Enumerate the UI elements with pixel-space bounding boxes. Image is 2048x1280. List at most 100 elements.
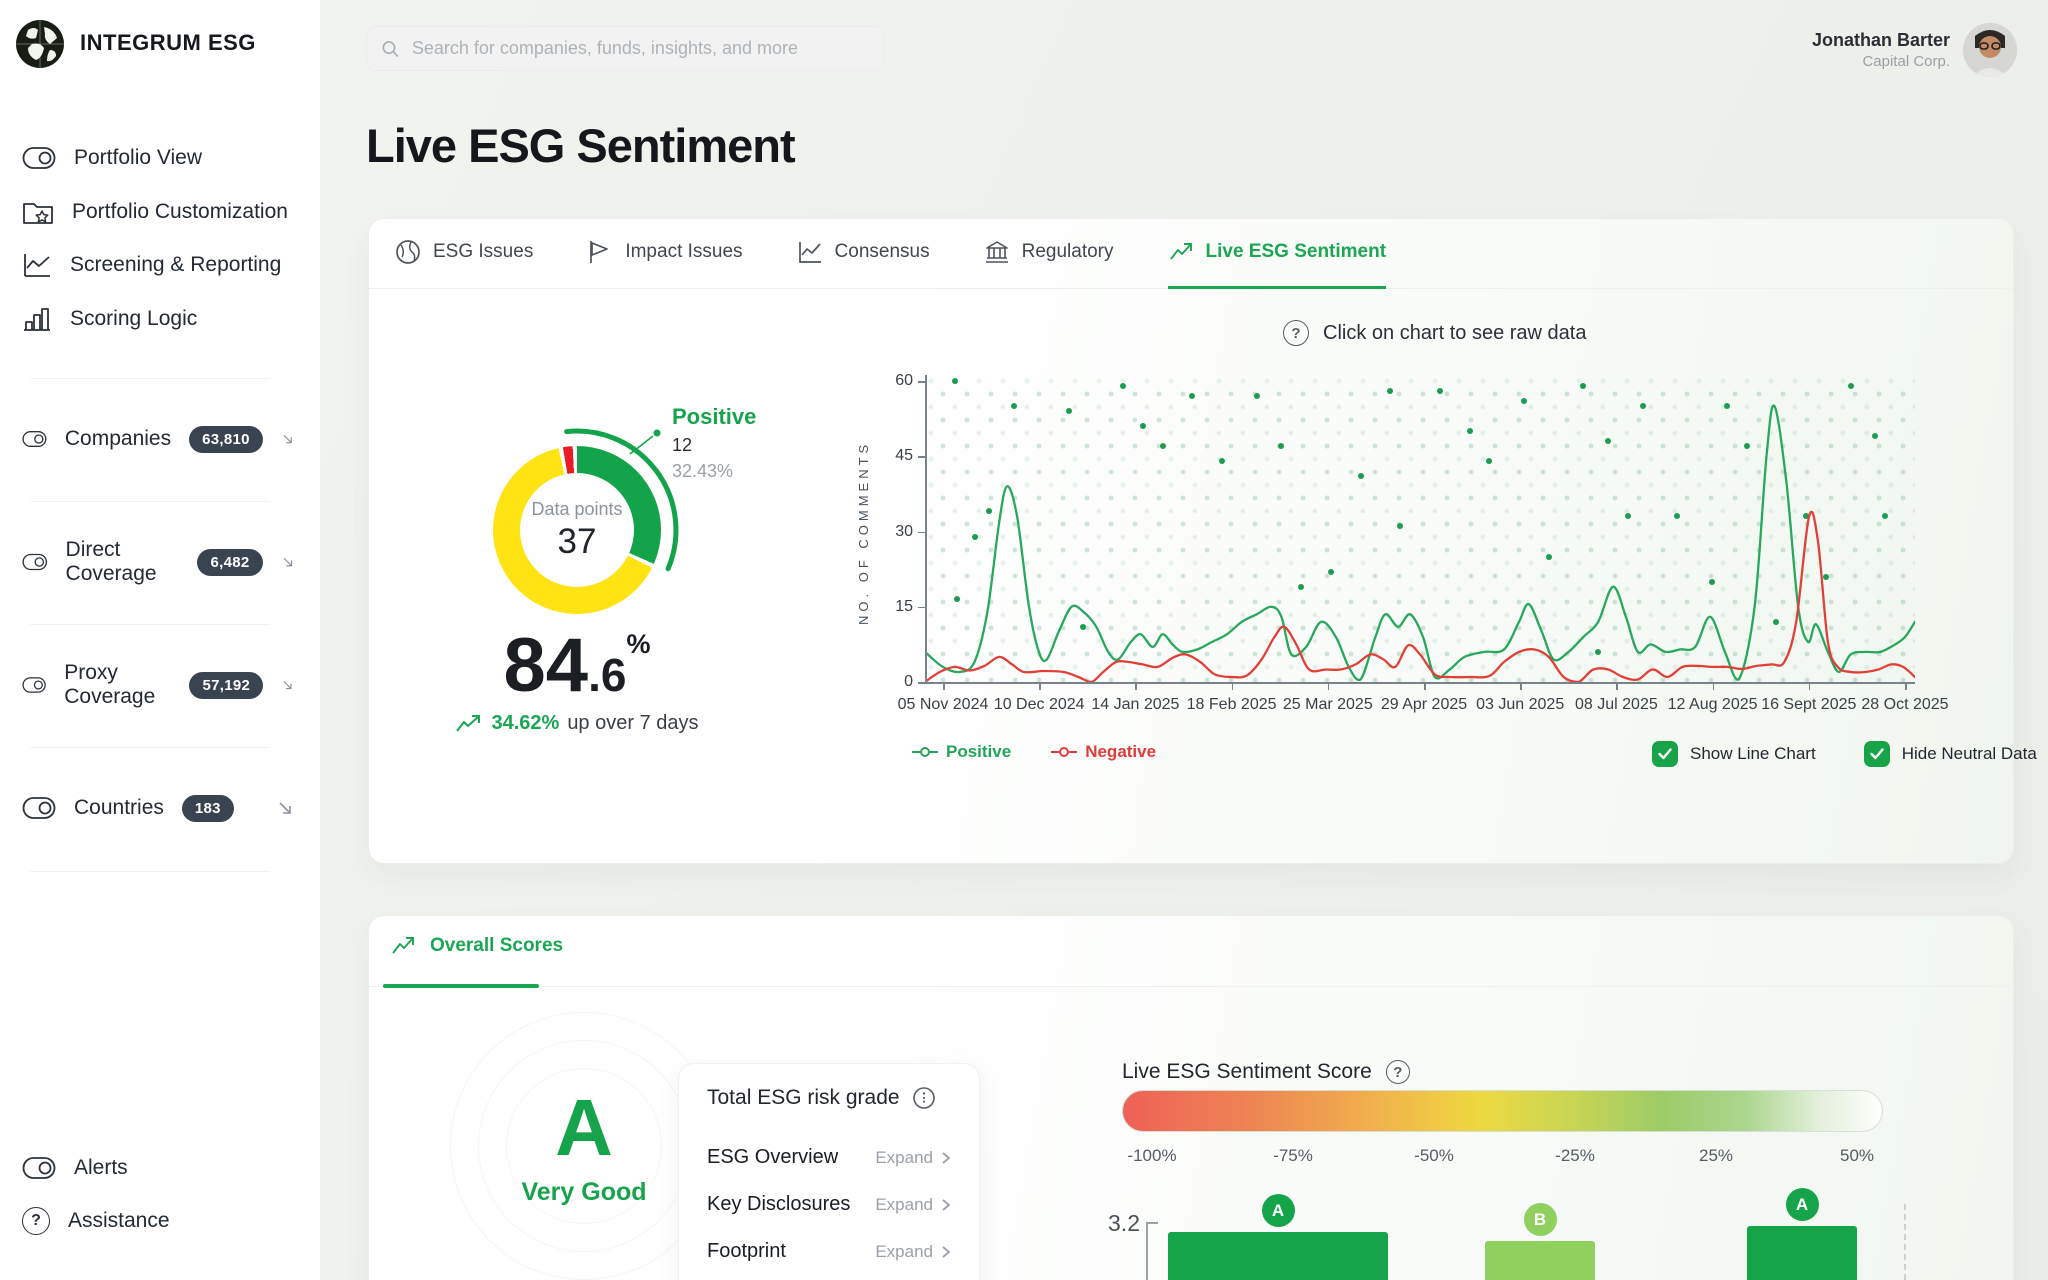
expand-button[interactable]: Expand (875, 1242, 951, 1262)
scale-tick-label: -50% (1414, 1146, 1454, 1165)
risk-row-esg-overview[interactable]: ESG Overview Expand (707, 1146, 951, 1169)
sidebar-item-label: Portfolio View (74, 146, 203, 169)
scale-tick-label: -75% (1273, 1146, 1313, 1165)
x-tick-label: 18 Feb 2025 (1186, 696, 1277, 713)
comments-line-chart[interactable] (925, 373, 1915, 683)
scale-tick-label: 50% (1839, 1146, 1875, 1165)
sidebar-item-screening-reporting[interactable]: Screening & Reporting (22, 246, 292, 284)
tab-label: Overall Scores (430, 935, 564, 956)
x-tick-mark (1424, 682, 1426, 690)
donut-center-value: 37 (557, 521, 597, 561)
avatar[interactable] (1962, 22, 2018, 78)
sidebar-item-scoring-logic[interactable]: Scoring Logic (22, 300, 292, 338)
tab-divider (369, 986, 2013, 987)
brand-globe-logo (16, 20, 64, 68)
sidebar-item-alerts[interactable]: Alerts (22, 1149, 292, 1187)
neutral-dot (953, 596, 960, 603)
neutral-dot (1436, 388, 1443, 395)
x-tick-label: 25 Mar 2025 (1282, 696, 1373, 713)
tab-consensus[interactable]: Consensus (797, 219, 930, 289)
help-icon[interactable]: ? (1385, 1060, 1410, 1084)
risk-row-label: Key Disclosures (707, 1193, 851, 1215)
neutral-dot (1639, 403, 1646, 410)
toggle-icon (22, 431, 47, 447)
diagonal-arrow-icon[interactable] (281, 553, 295, 571)
chart-legend: Positive Negative (912, 742, 1156, 762)
donut-highlight-arc (564, 428, 679, 572)
help-icon[interactable]: ? (1283, 320, 1309, 346)
tab-regulatory[interactable]: Regulatory (984, 219, 1114, 289)
sidebar-item-proxy-coverage[interactable]: Proxy Coverage 57,192 (22, 661, 294, 708)
line-series-svg (925, 404, 1915, 683)
sidebar-item-companies[interactable]: Companies 63,810 (22, 420, 294, 458)
legend-item-negative[interactable]: Negative (1051, 742, 1156, 762)
sidebar-item-countries[interactable]: Countries 183 (22, 789, 294, 827)
checkbox-checked[interactable] (1863, 741, 1890, 767)
sidebar-item-label: Screening & Reporting (70, 253, 282, 276)
neutral-dot (1065, 408, 1072, 415)
risk-row-label: ESG Overview (707, 1146, 839, 1168)
diagonal-arrow-icon[interactable] (276, 799, 294, 817)
flag-icon (590, 241, 609, 263)
hint-text: Click on chart to see raw data (1323, 321, 1587, 344)
tab-overall-scores[interactable]: Overall Scores (390, 933, 563, 959)
search-input[interactable] (409, 37, 869, 60)
x-tick-mark (1808, 682, 1811, 690)
bar-axis-line (1146, 1222, 1148, 1280)
callout-pct: 32.43% (672, 461, 734, 481)
diagonal-arrow-icon[interactable] (281, 430, 294, 448)
legend-label: Positive (946, 742, 1012, 761)
sidebar-item-assistance[interactable]: ? Assistance (22, 1202, 292, 1240)
global-search[interactable] (366, 26, 884, 71)
risk-row-footprint[interactable]: Footprint Expand (707, 1240, 951, 1263)
x-tick-mark (1712, 682, 1715, 690)
neutral-dot (1882, 513, 1889, 520)
legend-item-positive[interactable]: Positive (912, 742, 1011, 762)
tab-impact-issues[interactable]: Impact Issues (587, 219, 743, 289)
tab-live-esg-sentiment[interactable]: Live ESG Sentiment (1167, 219, 1387, 289)
sidebar-item-label: Direct Coverage (65, 538, 157, 585)
control-hide-neutral-data[interactable]: Hide Neutral Data (1863, 741, 2037, 767)
neutral-dot (1080, 623, 1087, 630)
y-tick-mark (918, 531, 925, 533)
neutral-dot (1847, 383, 1854, 390)
score-decimal: .6 (588, 649, 627, 701)
neutral-dot (1624, 513, 1631, 520)
grade-bar[interactable] (1485, 1241, 1595, 1280)
globe-icon (396, 240, 420, 264)
neutral-dot (1520, 398, 1527, 405)
grade-bar[interactable] (1168, 1232, 1388, 1280)
risk-card-header: Total ESG risk grade (707, 1086, 951, 1110)
x-tick-label: 10 Dec 2024 (993, 696, 1085, 713)
question-circle-icon: ? (22, 1207, 50, 1235)
neutral-dot (1803, 513, 1810, 520)
neutral-dot (1545, 553, 1552, 560)
y-tick-mark (918, 456, 925, 458)
risk-row-key-disclosures[interactable]: Key Disclosures Expand (707, 1193, 951, 1216)
chart-controls: Show Line Chart Hide Neutral Data (1652, 741, 2037, 767)
donut-center: Data points 37 (520, 473, 634, 587)
series-line-negative[interactable] (925, 510, 1915, 683)
grade-bar[interactable] (1747, 1226, 1857, 1280)
expand-button[interactable]: Expand (875, 1195, 951, 1215)
neutral-dot (1743, 443, 1750, 450)
donut-center-label: Data points (531, 498, 623, 519)
sidebar-item-portfolio-view[interactable]: Portfolio View (22, 139, 292, 177)
tab-esg-issues[interactable]: ESG Issues (395, 219, 533, 289)
checkbox-checked[interactable] (1652, 741, 1678, 767)
neutral-dot (1159, 443, 1166, 450)
callout-count: 12 (672, 435, 693, 455)
trending-up-icon (392, 937, 414, 954)
x-tick-mark (1039, 682, 1041, 690)
expand-button[interactable]: Expand (875, 1148, 951, 1168)
series-line-positive[interactable] (925, 404, 1915, 682)
user-info[interactable]: Jonathan Barter Capital Corp. (1750, 30, 1950, 70)
tab-label: Regulatory (1021, 241, 1114, 262)
control-show-line-chart[interactable]: Show Line Chart (1652, 741, 1816, 767)
sidebar-item-direct-coverage[interactable]: Direct Coverage 6,482 (22, 538, 295, 585)
diagonal-arrow-icon[interactable] (281, 676, 294, 694)
brand-name: INTEGRUM ESG (80, 30, 256, 55)
info-icon[interactable] (912, 1086, 936, 1110)
sidebar-item-portfolio-customization[interactable]: Portfolio Customization (22, 193, 292, 231)
sentiment-score: 84.6% (417, 622, 737, 709)
